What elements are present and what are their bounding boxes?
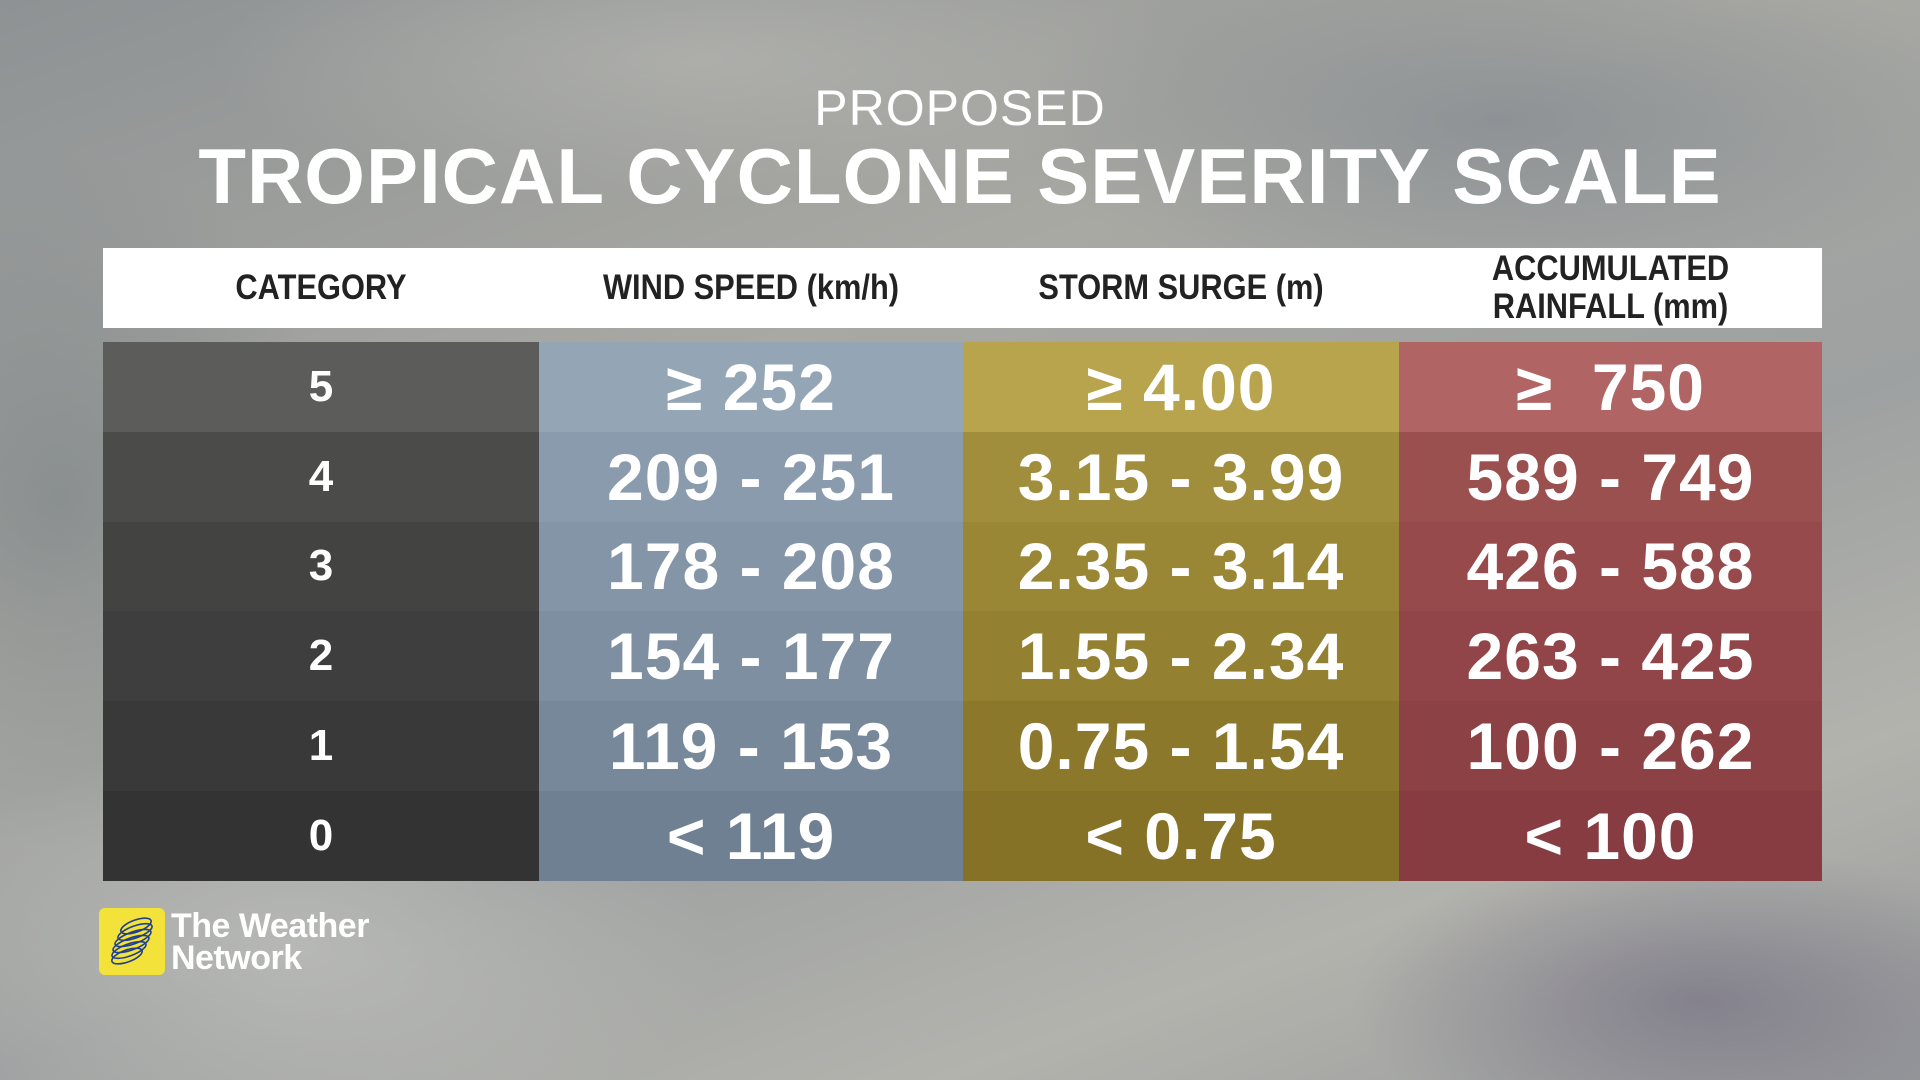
title-block: PROPOSED TROPICAL CYCLONE SEVERITY SCALE <box>0 80 1920 216</box>
logo-wordmark: The Weather Network <box>171 906 369 977</box>
header-rainfall: ACCUMULATED RAINFALL (mm) <box>1424 248 1796 328</box>
logo-line-2: Network <box>171 938 302 977</box>
table-header: CATEGORY WIND SPEED (km/h) STORM SURGE (… <box>103 248 1822 328</box>
rainfall-cell: ≥ 750 <box>1399 342 1822 432</box>
category-cell: 5 <box>103 342 539 432</box>
storm-surge-cell: 1.55 - 2.34 <box>963 611 1399 702</box>
category-cell: 0 <box>103 790 539 881</box>
severity-table: 5 4 3 2 1 0 ≥ 252 209 - 251 178 - 208 15… <box>103 342 1822 881</box>
rainfall-cell: 589 - 749 <box>1399 431 1822 522</box>
rainfall-column: ≥ 750 589 - 749 426 - 588 263 - 425 100 … <box>1399 342 1822 881</box>
wind-speed-cell: 209 - 251 <box>539 431 963 522</box>
header-category: CATEGORY <box>235 268 407 307</box>
header-wind-speed: WIND SPEED (km/h) <box>602 268 900 307</box>
wind-speed-cell: ≥ 252 <box>539 342 963 432</box>
storm-surge-cell: < 0.75 <box>963 790 1399 881</box>
header-rainfall-label: ACCUMULATED RAINFALL (mm) <box>1491 249 1730 326</box>
rainfall-cell: 426 - 588 <box>1399 521 1822 612</box>
wind-speed-cell: 178 - 208 <box>539 521 963 612</box>
weather-network-logo: The Weather Network <box>99 908 369 975</box>
wind-speed-cell: < 119 <box>539 790 963 881</box>
header-storm-surge: STORM SURGE (m) <box>1038 268 1324 307</box>
subtitle: PROPOSED <box>814 80 1106 136</box>
storm-surge-cell: 3.15 - 3.99 <box>963 431 1399 522</box>
wind-speed-column: ≥ 252 209 - 251 178 - 208 154 - 177 119 … <box>539 342 963 881</box>
wind-speed-cell: 154 - 177 <box>539 611 963 702</box>
wind-speed-cell: 119 - 153 <box>539 701 963 791</box>
category-cell: 2 <box>103 611 539 702</box>
category-cell: 1 <box>103 701 539 791</box>
storm-surge-cell: 2.35 - 3.14 <box>963 521 1399 612</box>
category-column: 5 4 3 2 1 0 <box>103 342 539 881</box>
category-cell: 3 <box>103 521 539 612</box>
logo-line-1: The Weather <box>171 906 369 945</box>
rainfall-cell: < 100 <box>1399 790 1822 881</box>
category-cell: 4 <box>103 431 539 522</box>
rainfall-cell: 100 - 262 <box>1399 701 1822 791</box>
rainfall-cell: 263 - 425 <box>1399 611 1822 702</box>
storm-surge-cell: ≥ 4.00 <box>963 342 1399 432</box>
globe-swirl-icon <box>99 908 165 975</box>
storm-surge-cell: 0.75 - 1.54 <box>963 701 1399 791</box>
page-title: TROPICAL CYCLONE SEVERITY SCALE <box>198 132 1722 220</box>
storm-surge-column: ≥ 4.00 3.15 - 3.99 2.35 - 3.14 1.55 - 2.… <box>963 342 1399 881</box>
